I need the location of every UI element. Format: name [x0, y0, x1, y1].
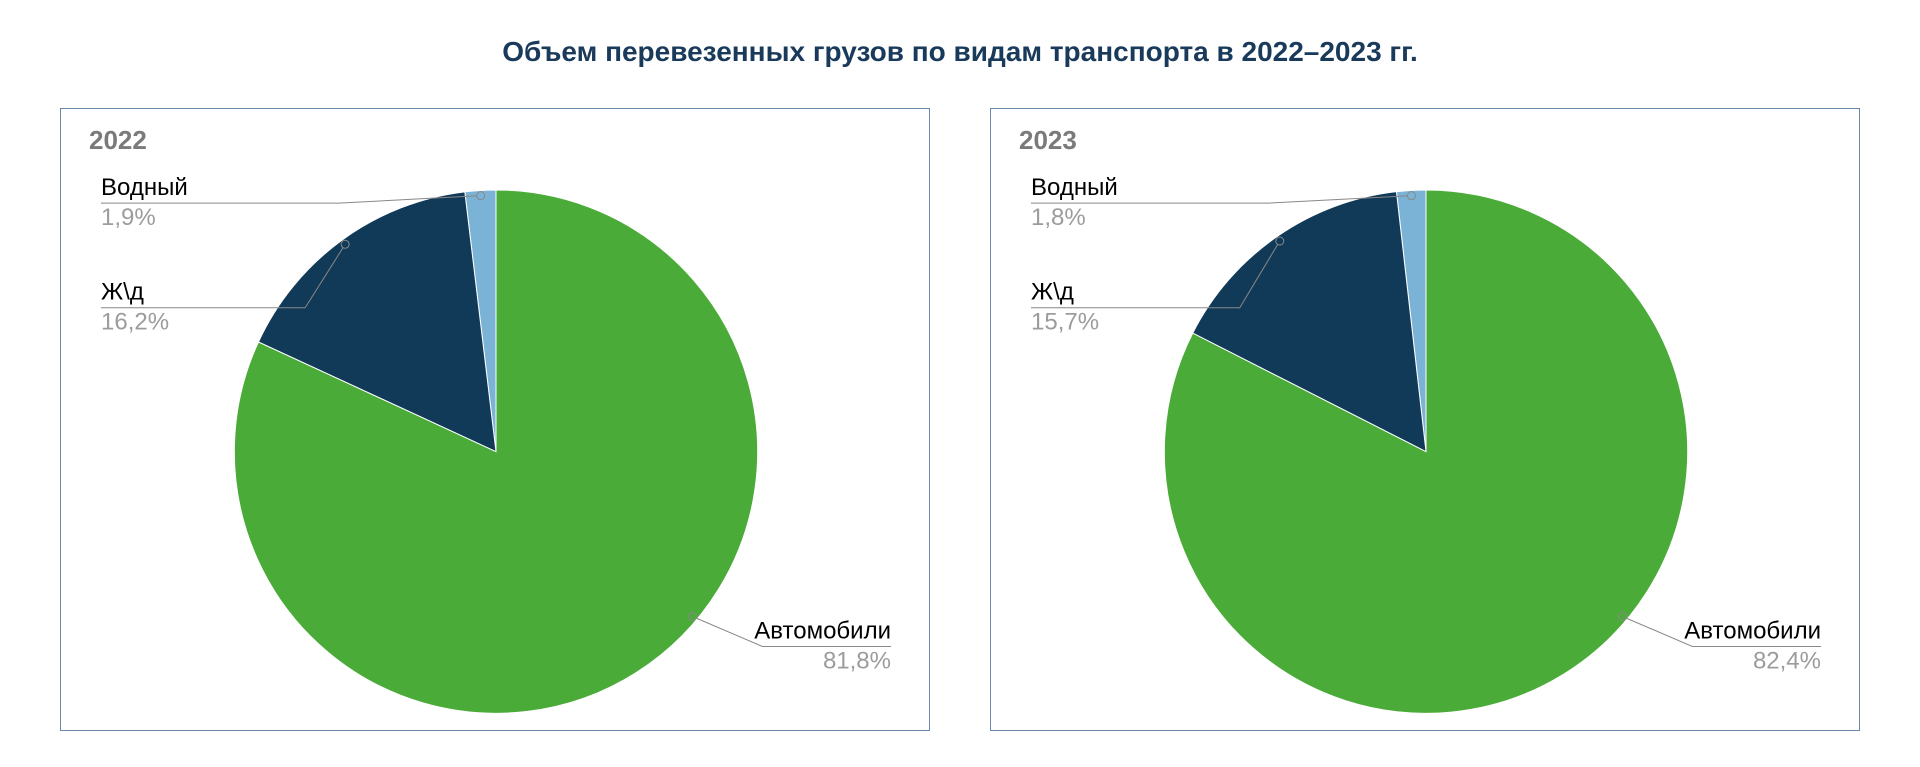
chart-panel: 2023Водный1,8%Ж\д15,7%Автомобили82,4%	[990, 108, 1860, 731]
leader-dot	[341, 240, 349, 248]
chart-panel: 2022Водный1,9%Ж\д16,2%Автомобили81,8%	[60, 108, 930, 731]
slice-label: Водный	[101, 174, 188, 201]
leader-dot	[1407, 192, 1415, 200]
slice-label: Автомобили	[1684, 617, 1821, 644]
slice-value: 1,8%	[1031, 204, 1086, 231]
slice-label: Ж\д	[1031, 279, 1074, 306]
slice-label: Автомобили	[754, 617, 891, 644]
leader-dot	[1276, 237, 1284, 245]
slice-label: Ж\д	[101, 279, 144, 306]
slice-value: 15,7%	[1031, 309, 1099, 336]
leader-dot	[1618, 612, 1626, 620]
slice-value: 16,2%	[101, 309, 169, 336]
pie-chart-svg: Водный 1,9% Ж\д 16,2% Автомобили 81,8%	[61, 109, 931, 732]
chart-main-title: Объем перевезенных грузов по видам транс…	[0, 36, 1920, 68]
pie-chart-svg: Водный 1,8% Ж\д 15,7% Автомобили 82,4%	[991, 109, 1861, 732]
slice-value: 81,8%	[823, 647, 891, 674]
leader-dot	[688, 612, 696, 620]
slice-value: 1,9%	[101, 204, 156, 231]
slice-label: Водный	[1031, 174, 1118, 201]
slice-value: 82,4%	[1753, 647, 1821, 674]
panels-container: 2022Водный1,9%Ж\д16,2%Автомобили81,8%202…	[60, 108, 1860, 731]
leader-dot	[477, 192, 485, 200]
